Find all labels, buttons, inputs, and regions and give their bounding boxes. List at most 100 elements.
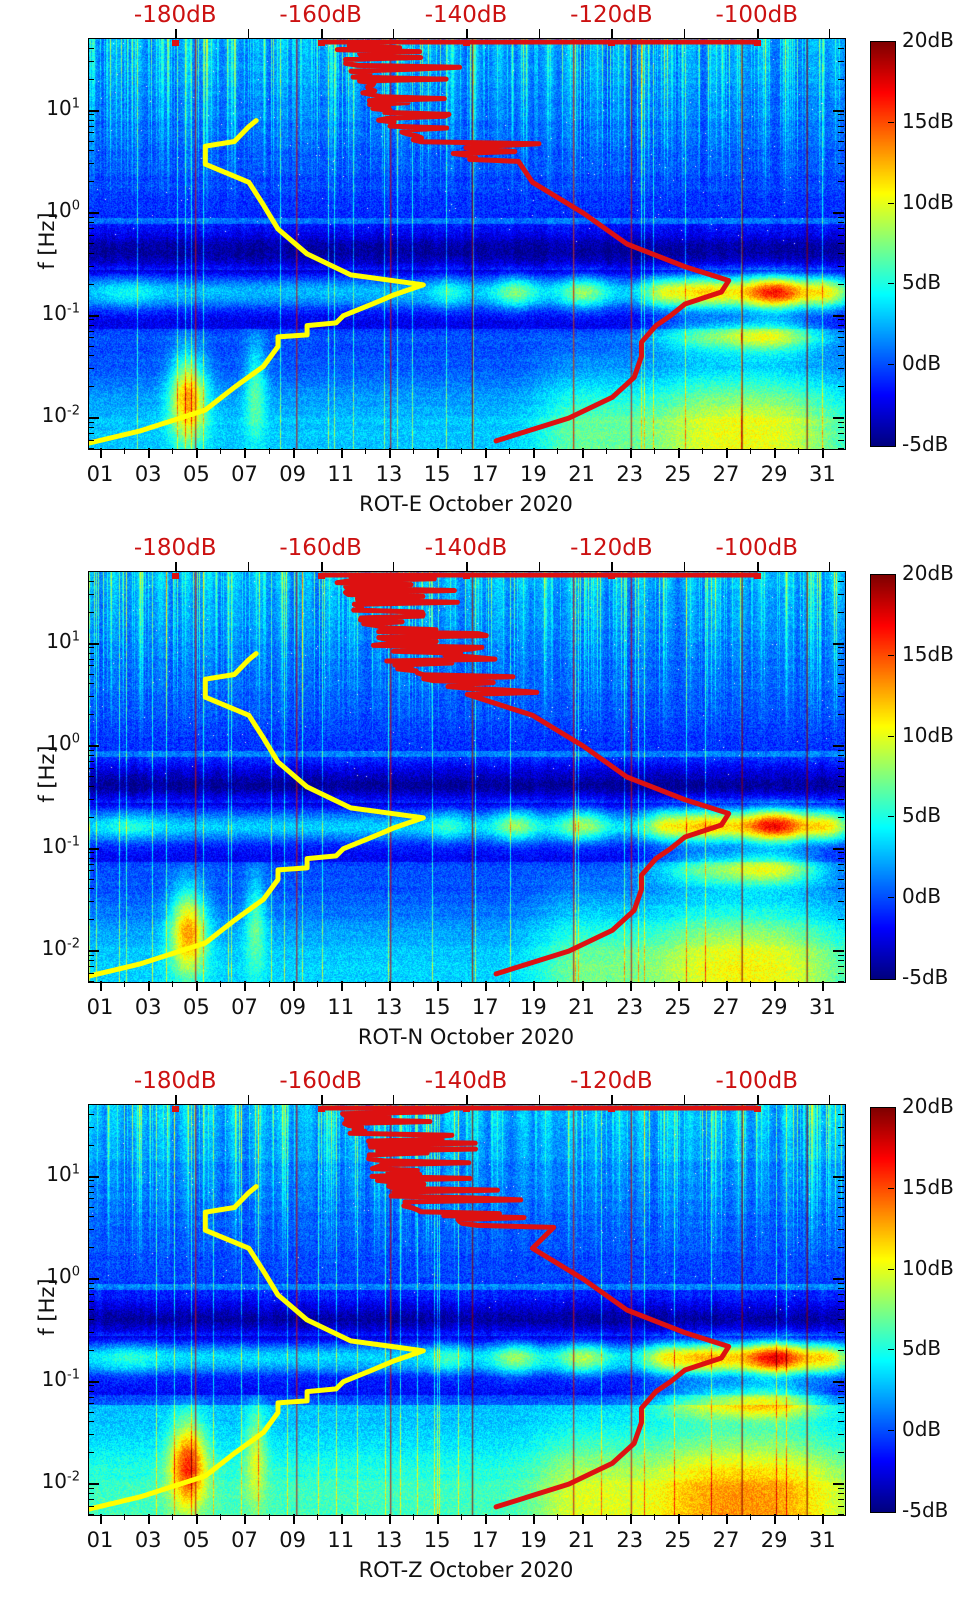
x-tick-label: 07: [231, 1528, 258, 1552]
x-tick-label: 09: [279, 1528, 306, 1552]
y-tick-minor: [88, 433, 94, 435]
x-tick: [677, 1514, 680, 1524]
y-tick-label: 100: [46, 731, 80, 756]
colorbar-tick-label: 5dB: [902, 270, 942, 295]
y-tick-label: 10-2: [41, 1469, 80, 1494]
colorbar-tick: [888, 1349, 894, 1351]
y-tick-minor: [88, 696, 94, 698]
x-tick-label: 29: [760, 1528, 788, 1552]
spectrogram-rot-z[interactable]: [88, 1104, 846, 1516]
top-db-tick: [611, 29, 614, 38]
y-tick-minor-right: [838, 1288, 844, 1290]
x-tick: [388, 448, 391, 458]
top-db-label: -100dB: [715, 1068, 799, 1094]
y-tick-minor-right: [838, 1294, 844, 1296]
x-tick: [629, 448, 632, 458]
x-tick: [388, 981, 391, 991]
x-tick-minor: [653, 981, 655, 987]
y-tick-major-right: [833, 1175, 844, 1178]
x-tick: [340, 1514, 343, 1524]
y-tick-minor: [88, 1180, 94, 1182]
x-tick-label: 07: [231, 462, 258, 486]
y-tick-minor-right: [838, 140, 844, 142]
y-tick-minor: [88, 140, 94, 142]
x-axis-title-0: ROT-E October 2020: [359, 492, 573, 516]
x-tick-minor: [461, 981, 463, 987]
y-tick-minor-right: [838, 647, 844, 649]
y-tick-minor: [88, 1294, 94, 1296]
top-db-tick: [538, 1095, 540, 1104]
y-tick-minor-right: [838, 593, 844, 595]
y-tick-minor-right: [838, 1309, 844, 1310]
y-tick-label: 100: [46, 198, 80, 223]
y-tick-label: 101: [46, 628, 80, 653]
y-tick-minor-right: [838, 1487, 844, 1489]
top-axis-marker: [317, 573, 325, 579]
y-tick-minor-right: [838, 1104, 844, 1105]
x-tick-minor: [653, 448, 655, 454]
nlnm-curve: [89, 118, 426, 446]
x-tick: [340, 448, 343, 458]
x-tick-label: 01: [86, 1528, 114, 1552]
y-tick-minor: [88, 593, 94, 595]
x-tick-label: 13: [375, 462, 403, 486]
nlnm-curve: [89, 1184, 426, 1512]
colorbar-tick: [888, 1187, 894, 1189]
y-tick-minor: [88, 1185, 94, 1187]
x-tick: [581, 1514, 584, 1524]
y-tick-minor: [88, 1493, 94, 1495]
x-tick-label: 23: [616, 995, 644, 1019]
y-tick-minor-right: [838, 222, 844, 224]
y-tick-minor-right: [838, 919, 844, 921]
y-tick-minor-right: [838, 901, 844, 903]
y-tick-minor: [88, 658, 94, 660]
colorbar-tick-label: 15dB: [902, 108, 954, 133]
y-tick-major: [88, 745, 99, 748]
y-tick-major: [88, 1380, 99, 1383]
y-tick-minor-right: [838, 776, 844, 777]
top-db-tick: [538, 29, 540, 38]
x-tick: [100, 448, 103, 458]
top-axis-marker: [753, 1106, 761, 1112]
colorbar-tick: [888, 897, 894, 899]
top-axis-marker: [172, 573, 180, 579]
x-tick-label: 01: [86, 995, 114, 1019]
top-axis-marker: [463, 573, 470, 579]
top-db-tick: [393, 562, 395, 571]
x-tick-label: 15: [423, 1528, 451, 1552]
x-axis-title-1: ROT-N October 2020: [357, 1025, 575, 1049]
y-tick-major: [88, 1278, 99, 1281]
y-tick-minor: [88, 439, 94, 441]
y-tick-minor-right: [838, 1126, 844, 1128]
y-tick-minor-right: [838, 1113, 844, 1115]
x-tick-minor: [172, 1514, 174, 1520]
y-tick-minor: [88, 966, 94, 968]
y-tick-label: 10-1: [41, 300, 80, 325]
top-db-tick: [756, 562, 759, 571]
spectrogram-rot-n[interactable]: [88, 571, 846, 983]
spectrogram-rot-e[interactable]: [88, 38, 846, 450]
y-tick-minor-right: [838, 1198, 844, 1200]
x-tick-minor: [750, 1514, 752, 1520]
top-db-tick: [466, 29, 468, 38]
x-tick: [774, 981, 777, 991]
y-tick-minor: [88, 1514, 94, 1515]
x-tick-minor: [124, 1514, 126, 1520]
x-tick-minor: [701, 448, 703, 454]
x-tick-label: 09: [279, 462, 306, 486]
nhnm-curve: [334, 39, 732, 444]
x-tick-label: 11: [327, 1528, 355, 1552]
colorbar-tick: [888, 735, 894, 737]
top-db-label: -100dB: [715, 535, 799, 561]
x-tick-label: 11: [327, 995, 355, 1019]
y-tick-minor-right: [838, 870, 844, 872]
y-tick-major-right: [833, 314, 844, 317]
y-tick-minor: [88, 1309, 94, 1310]
y-tick-minor: [88, 1144, 94, 1146]
x-tick: [581, 448, 584, 458]
top-db-label: -120dB: [570, 2, 653, 28]
x-tick-label: 21: [568, 1528, 595, 1552]
x-tick-minor: [364, 1514, 366, 1520]
y-tick-minor: [88, 954, 94, 956]
y-tick-minor-right: [838, 852, 844, 854]
